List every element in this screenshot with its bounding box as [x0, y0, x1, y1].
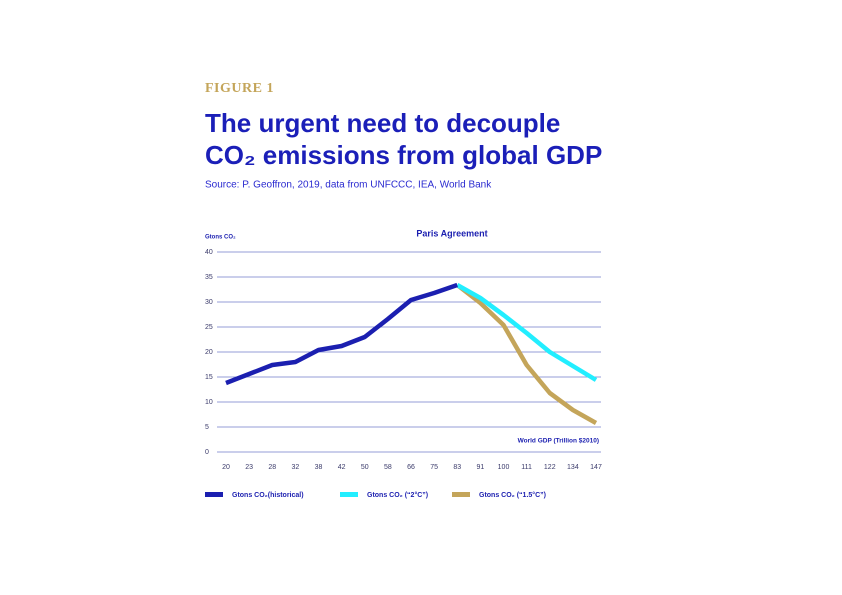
- line-series: [225, 282, 458, 386]
- legend-label: Gtons CO₂(historical): [232, 492, 304, 499]
- line-series: [455, 283, 598, 425]
- x-tick-label: 66: [407, 464, 415, 471]
- x-tick-label: 32: [291, 464, 299, 471]
- x-tick-label: 134: [567, 464, 579, 471]
- x-tick-label: 83: [453, 464, 461, 471]
- x-tick-label: 20: [222, 464, 230, 471]
- legend-swatch: [205, 492, 223, 497]
- subtitle: Source: P. Geoffron, 2019, data from UNF…: [205, 180, 492, 191]
- x-tick-label: 91: [476, 464, 484, 471]
- y-tick-label: 0: [205, 449, 209, 456]
- legend-swatch: [452, 492, 470, 497]
- y-axis-label: Gtons CO₂: [205, 235, 236, 241]
- y-tick-label: 20: [205, 349, 213, 356]
- x-tick-label: 50: [361, 464, 369, 471]
- legend-swatch: [340, 492, 358, 497]
- legend-label: Gtons CO₂ (“2°C”): [367, 491, 428, 499]
- legend-label: Gtons CO₂ (“1.5°C”): [479, 491, 546, 499]
- x-tick-label: 111: [521, 464, 532, 471]
- x-tick-label: 75: [430, 464, 438, 471]
- line-series: [456, 283, 598, 382]
- y-tick-label: 5: [205, 424, 209, 431]
- x-axis-label: World GDP (Trillion $2010): [518, 438, 599, 445]
- y-tick-label: 25: [205, 324, 213, 331]
- y-tick-label: 10: [205, 399, 213, 406]
- x-tick-label: 100: [498, 464, 510, 471]
- x-tick-label: 58: [384, 464, 392, 471]
- y-tick-label: 35: [205, 274, 213, 281]
- x-tick-label: 28: [268, 464, 276, 471]
- chart-title: CO₂ emissions from global GDP: [205, 140, 602, 170]
- x-tick-label: 38: [315, 464, 323, 471]
- x-tick-label: 147: [590, 464, 602, 471]
- y-tick-label: 40: [205, 249, 213, 256]
- annotation: Paris Agreement: [416, 228, 487, 238]
- x-tick-label: 122: [544, 464, 556, 471]
- y-tick-label: 15: [205, 374, 213, 381]
- x-tick-label: 42: [338, 464, 346, 471]
- chart-title: The urgent need to decouple: [205, 108, 560, 138]
- x-tick-label: 23: [245, 464, 253, 471]
- figure-label: FIGURE 1: [205, 81, 274, 96]
- y-tick-label: 30: [205, 299, 213, 306]
